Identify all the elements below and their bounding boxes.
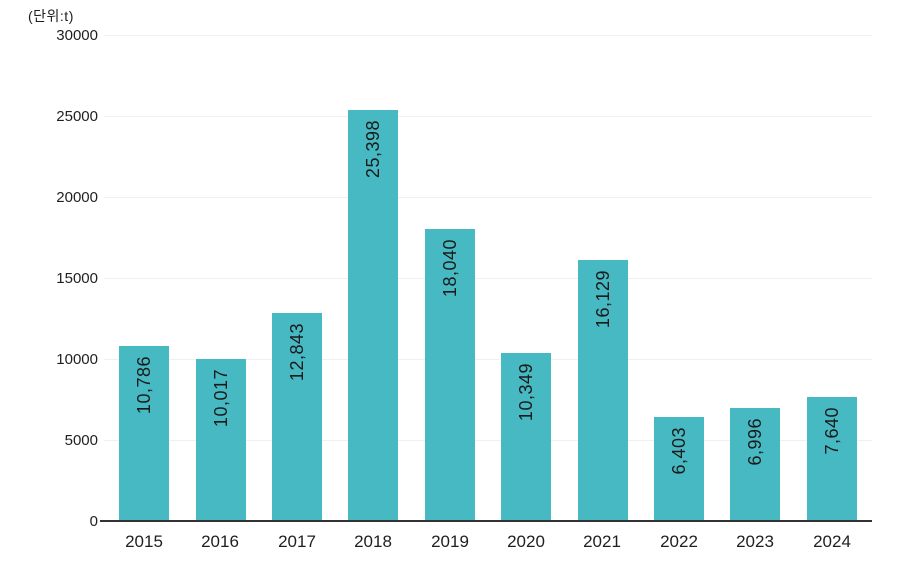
x-tick-label: 2023	[736, 532, 774, 551]
bar: 16,129	[578, 260, 628, 521]
bar-value-label: 10,017	[210, 369, 231, 428]
gridline	[104, 278, 872, 279]
x-tick-label: 2024	[813, 532, 851, 551]
y-tick-label: 10000	[56, 351, 98, 368]
y-tick-label: 20000	[56, 189, 98, 206]
y-tick-label: 15000	[56, 270, 98, 287]
x-tick-label: 2022	[660, 532, 698, 551]
y-tick-label: 30000	[56, 27, 98, 44]
bar: 25,398	[348, 110, 398, 521]
y-tick-label: 25000	[56, 108, 98, 125]
x-tick-label: 2015	[125, 532, 163, 551]
x-tick-label: 2021	[583, 532, 621, 551]
gridline	[104, 35, 872, 36]
bar-value-label: 12,843	[286, 323, 307, 382]
unit-label: (단위:t)	[28, 8, 74, 24]
bar-value-label: 6,403	[668, 427, 689, 475]
bar: 10,017	[196, 359, 246, 521]
x-tick-label: 2020	[507, 532, 545, 551]
gridline	[104, 116, 872, 117]
bar: 10,349	[501, 353, 551, 521]
gridline	[104, 359, 872, 360]
x-axis-line	[100, 520, 872, 522]
x-tick-label: 2017	[278, 532, 316, 551]
bar-value-label: 10,786	[133, 356, 154, 415]
bar-value-label: 18,040	[439, 239, 460, 298]
gridline	[104, 197, 872, 198]
bar-value-label: 7,640	[821, 407, 842, 455]
bar: 12,843	[272, 313, 322, 521]
y-tick-label: 5000	[64, 432, 98, 449]
x-tick-label: 2016	[201, 532, 239, 551]
bar: 6,403	[654, 417, 704, 521]
x-tick-label: 2019	[431, 532, 469, 551]
x-tick-label: 2018	[354, 532, 392, 551]
bar: 6,996	[730, 408, 780, 521]
y-tick-label: 0	[89, 513, 98, 530]
bar: 18,040	[425, 229, 475, 521]
bar-value-label: 6,996	[744, 418, 765, 466]
bar-value-label: 16,129	[592, 270, 613, 329]
gridline	[104, 440, 872, 441]
bar: 10,786	[119, 346, 169, 521]
bar: 7,640	[807, 397, 857, 521]
bar-value-label: 10,349	[515, 363, 536, 422]
bar-value-label: 25,398	[362, 120, 383, 179]
